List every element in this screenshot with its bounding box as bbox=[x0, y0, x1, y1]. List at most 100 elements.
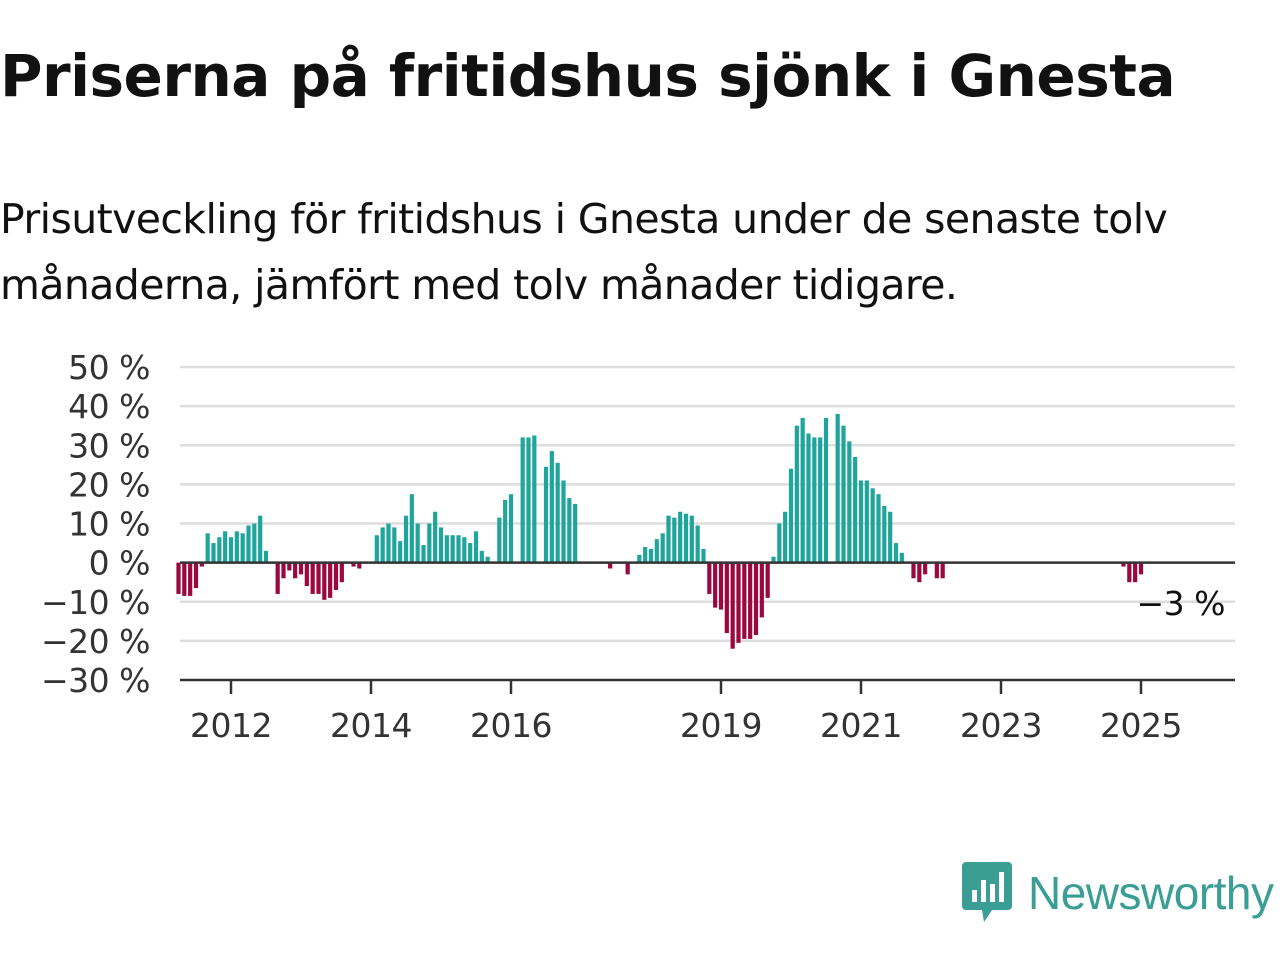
bar bbox=[479, 550, 484, 563]
bar bbox=[713, 562, 718, 608]
bar bbox=[806, 433, 811, 563]
bar bbox=[275, 562, 280, 594]
bar bbox=[858, 480, 864, 563]
bar bbox=[508, 494, 514, 563]
bar bbox=[316, 562, 321, 594]
bar bbox=[392, 527, 397, 563]
y-tick-label: 0 % bbox=[89, 544, 150, 583]
bar bbox=[421, 545, 426, 563]
bar bbox=[882, 505, 887, 563]
bar bbox=[403, 515, 409, 563]
bar bbox=[911, 562, 916, 579]
bar bbox=[333, 562, 339, 591]
brand-name: Newsworthy bbox=[1028, 867, 1274, 919]
bar bbox=[386, 523, 391, 563]
bar bbox=[870, 488, 875, 563]
x-tick-label: 2012 bbox=[190, 706, 272, 745]
gridlines bbox=[180, 365, 1235, 643]
bar bbox=[246, 525, 251, 563]
bar bbox=[217, 537, 222, 563]
bar bbox=[777, 523, 782, 563]
bar bbox=[328, 562, 333, 598]
bar-chart-speech-bubble-icon bbox=[962, 862, 1012, 922]
bar bbox=[398, 541, 403, 563]
bar bbox=[765, 562, 770, 598]
x-tick-label: 2019 bbox=[680, 706, 762, 745]
bar bbox=[1133, 562, 1138, 583]
bar bbox=[736, 562, 741, 643]
bar bbox=[730, 562, 735, 649]
bar bbox=[357, 562, 362, 569]
bar bbox=[818, 437, 823, 563]
bar bbox=[1127, 562, 1132, 583]
bar bbox=[683, 513, 689, 563]
x-tick-label: 2014 bbox=[330, 706, 412, 745]
bar bbox=[899, 552, 904, 563]
bar bbox=[258, 515, 263, 563]
bar bbox=[893, 543, 899, 563]
bar bbox=[199, 562, 204, 567]
bar bbox=[193, 562, 199, 589]
bar bbox=[812, 437, 817, 563]
bar bbox=[707, 562, 712, 594]
bar bbox=[876, 494, 881, 563]
bar bbox=[549, 451, 554, 563]
bar bbox=[794, 425, 799, 563]
bar bbox=[444, 535, 449, 563]
bar bbox=[415, 523, 420, 563]
bar bbox=[672, 517, 677, 563]
bar bbox=[409, 494, 414, 563]
bar bbox=[923, 562, 928, 575]
y-axis-ticks: 50 %40 %30 %20 %10 %0 %−10 %−20 %−30 % bbox=[41, 348, 151, 700]
last-value-label: −3 % bbox=[1137, 584, 1226, 623]
bar bbox=[287, 562, 292, 571]
bar bbox=[427, 523, 432, 563]
bar bbox=[654, 539, 659, 563]
bar bbox=[783, 511, 788, 563]
bar bbox=[934, 562, 939, 579]
chart-subtitle: Prisutveckling för fritidshus i Gnesta u… bbox=[0, 195, 1168, 309]
bar bbox=[555, 462, 560, 563]
bar bbox=[252, 523, 257, 563]
x-axis-ticks: 2012 2014 2016 2019 2021 2023 2025 bbox=[190, 680, 1182, 745]
bar bbox=[1121, 562, 1126, 567]
bar bbox=[438, 527, 444, 563]
bar bbox=[351, 562, 356, 567]
bar bbox=[433, 511, 438, 563]
bar bbox=[211, 543, 216, 563]
bar bbox=[205, 533, 210, 563]
bar bbox=[701, 548, 706, 563]
bar bbox=[648, 548, 654, 563]
bar bbox=[526, 437, 531, 563]
bar bbox=[917, 562, 922, 583]
bar bbox=[281, 562, 286, 579]
bar bbox=[573, 503, 578, 563]
bar bbox=[188, 562, 193, 596]
bar bbox=[543, 466, 549, 563]
bar bbox=[380, 527, 385, 563]
bar bbox=[759, 562, 764, 618]
bar bbox=[339, 562, 344, 583]
x-tick-label: 2025 bbox=[1100, 706, 1182, 745]
bar bbox=[853, 456, 858, 563]
bar bbox=[748, 562, 753, 639]
bar bbox=[263, 550, 269, 563]
bar bbox=[485, 556, 490, 563]
bar bbox=[888, 511, 893, 563]
bar bbox=[666, 515, 671, 563]
bar bbox=[940, 562, 945, 579]
bar bbox=[228, 537, 234, 563]
y-tick-label: 10 % bbox=[68, 505, 150, 544]
y-tick-label: 40 % bbox=[68, 387, 150, 426]
bar bbox=[695, 525, 700, 563]
bars bbox=[176, 413, 1144, 649]
bar bbox=[718, 562, 724, 610]
bar bbox=[800, 417, 805, 563]
bar bbox=[1138, 562, 1144, 575]
bar bbox=[864, 480, 869, 563]
bar bbox=[176, 562, 181, 594]
x-tick-label: 2023 bbox=[960, 706, 1042, 745]
bar-chart: 50 %40 %30 %20 %10 %0 %−10 %−20 %−30 % 2… bbox=[41, 348, 1235, 745]
bar bbox=[724, 562, 729, 634]
bar bbox=[322, 562, 327, 600]
